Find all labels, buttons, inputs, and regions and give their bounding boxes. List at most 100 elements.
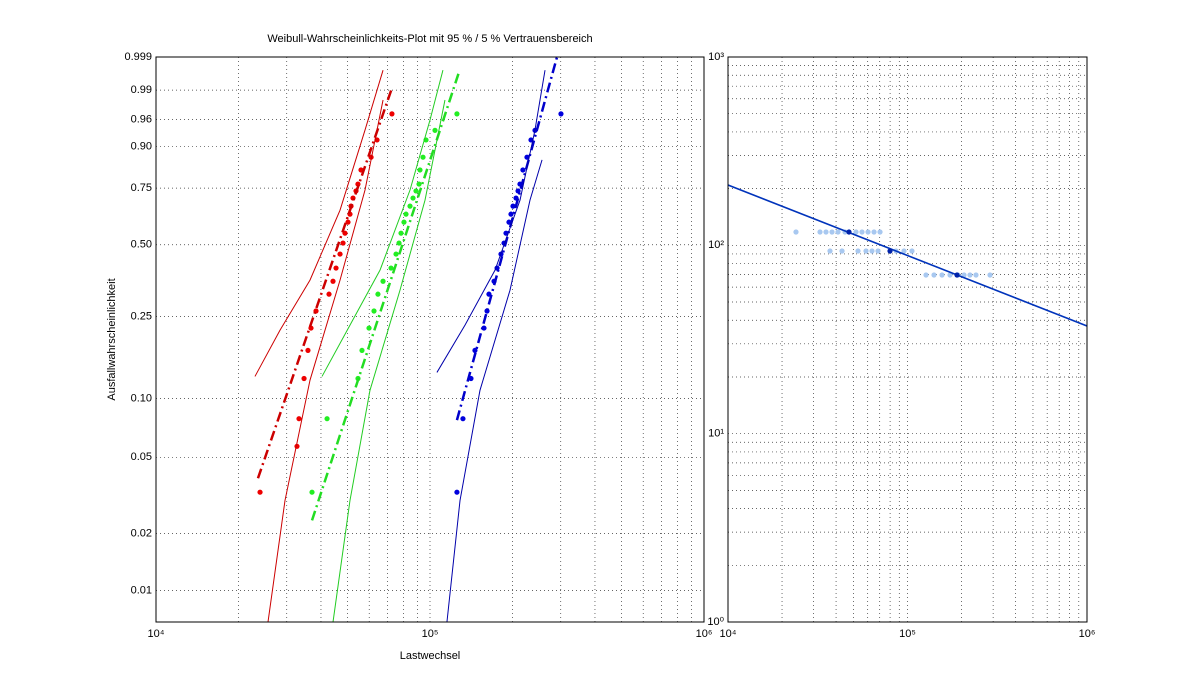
data-point: [305, 347, 311, 354]
data-point: [839, 248, 845, 254]
data-point: [257, 489, 263, 495]
data-point: [947, 272, 953, 278]
line: [321, 70, 444, 377]
data-point: [454, 111, 460, 117]
data-point: [337, 251, 343, 257]
fit-line: [256, 87, 394, 479]
data-point: [380, 278, 386, 284]
y-tick-label: 10¹: [708, 428, 724, 440]
data-point: [853, 229, 859, 235]
data-point: [389, 111, 395, 117]
plot-content: [254, 57, 564, 622]
line: [728, 184, 1087, 327]
data-point: [909, 248, 915, 254]
line: [332, 99, 446, 622]
data-point: [954, 272, 960, 278]
data-point: [401, 219, 407, 225]
axes-box: [155, 56, 705, 623]
data-point: [309, 489, 315, 495]
data-point: [403, 211, 409, 217]
y-tick-label: 0.75: [131, 182, 152, 194]
data-point: [396, 240, 402, 246]
data-point: [388, 265, 394, 271]
data-point: [333, 265, 339, 271]
data-point: [460, 416, 466, 422]
data-point: [931, 272, 937, 278]
y-tick-label: 0.99: [131, 84, 152, 96]
fit-line: [310, 71, 461, 521]
line: [446, 159, 543, 622]
chart-title: Weibull-Wahrscheinlichkeits-Plot mit 95 …: [267, 33, 592, 45]
data-point: [416, 181, 422, 187]
line: [267, 99, 384, 622]
data-point: [863, 248, 869, 254]
x-tick-label: 10⁴: [720, 628, 737, 640]
data-point: [454, 489, 460, 495]
y-tick-label: 10³: [708, 51, 724, 63]
data-point: [330, 278, 336, 284]
line: [254, 70, 384, 377]
data-point: [359, 347, 365, 354]
data-point: [420, 154, 426, 160]
data-point: [366, 325, 372, 331]
data-point: [393, 251, 399, 257]
data-point: [793, 229, 799, 235]
data-point: [326, 291, 332, 297]
data-point: [865, 229, 871, 235]
y-tick-label: 0.01: [131, 584, 152, 596]
data-point: [520, 167, 526, 173]
y-tick-label: 10⁰: [707, 616, 724, 628]
y-tick-label: 0.999: [124, 51, 152, 63]
x-tick-label: 10⁶: [1079, 628, 1096, 640]
y-tick-label: 0.10: [131, 392, 152, 404]
x-tick-label: 10⁵: [899, 628, 916, 640]
data-point: [817, 229, 823, 235]
data-point: [371, 308, 377, 314]
data-point: [301, 375, 307, 382]
data-point: [432, 127, 438, 133]
data-point: [961, 272, 967, 278]
data-point: [524, 154, 530, 160]
x-axis-label: Lastwechsel: [400, 650, 461, 662]
plot-area: [728, 57, 1087, 622]
data-point: [472, 347, 478, 354]
data-point: [987, 272, 993, 278]
data-point: [296, 416, 302, 422]
data-point: [827, 248, 833, 254]
y-tick-label: 10²: [708, 239, 724, 251]
plot-content: [728, 184, 1087, 327]
y-tick-label: 0.90: [131, 141, 152, 153]
data-point: [410, 195, 416, 201]
data-point: [508, 211, 514, 217]
data-point: [829, 229, 835, 235]
data-point: [340, 240, 346, 246]
y-tick-label: 0.96: [131, 113, 152, 125]
y-tick-label: 0.02: [131, 527, 152, 539]
x-tick-label: 10⁶: [696, 628, 713, 640]
fit-line: [455, 57, 559, 421]
y-tick-label: 0.50: [131, 239, 152, 251]
data-point: [923, 272, 929, 278]
data-point: [413, 188, 419, 194]
data-point: [887, 248, 893, 254]
y-axis-label: Ausfallwahrscheinlichkeit: [106, 278, 118, 400]
x-tick-label: 10⁵: [422, 628, 439, 640]
data-point: [407, 203, 413, 209]
data-point: [846, 229, 852, 235]
line: [436, 70, 546, 373]
data-point: [855, 248, 861, 254]
y-tick-label: 0.25: [131, 310, 152, 322]
y-tick-label: 0.05: [131, 451, 152, 463]
data-point: [324, 416, 330, 422]
axes-box: [727, 56, 1088, 623]
data-point: [875, 248, 881, 254]
data-point: [835, 229, 841, 235]
data-point: [869, 248, 875, 254]
data-point: [558, 111, 564, 117]
data-point: [375, 291, 381, 297]
plot-area: [156, 57, 704, 622]
data-point: [901, 248, 907, 254]
data-point: [871, 229, 877, 235]
data-point: [398, 230, 404, 236]
